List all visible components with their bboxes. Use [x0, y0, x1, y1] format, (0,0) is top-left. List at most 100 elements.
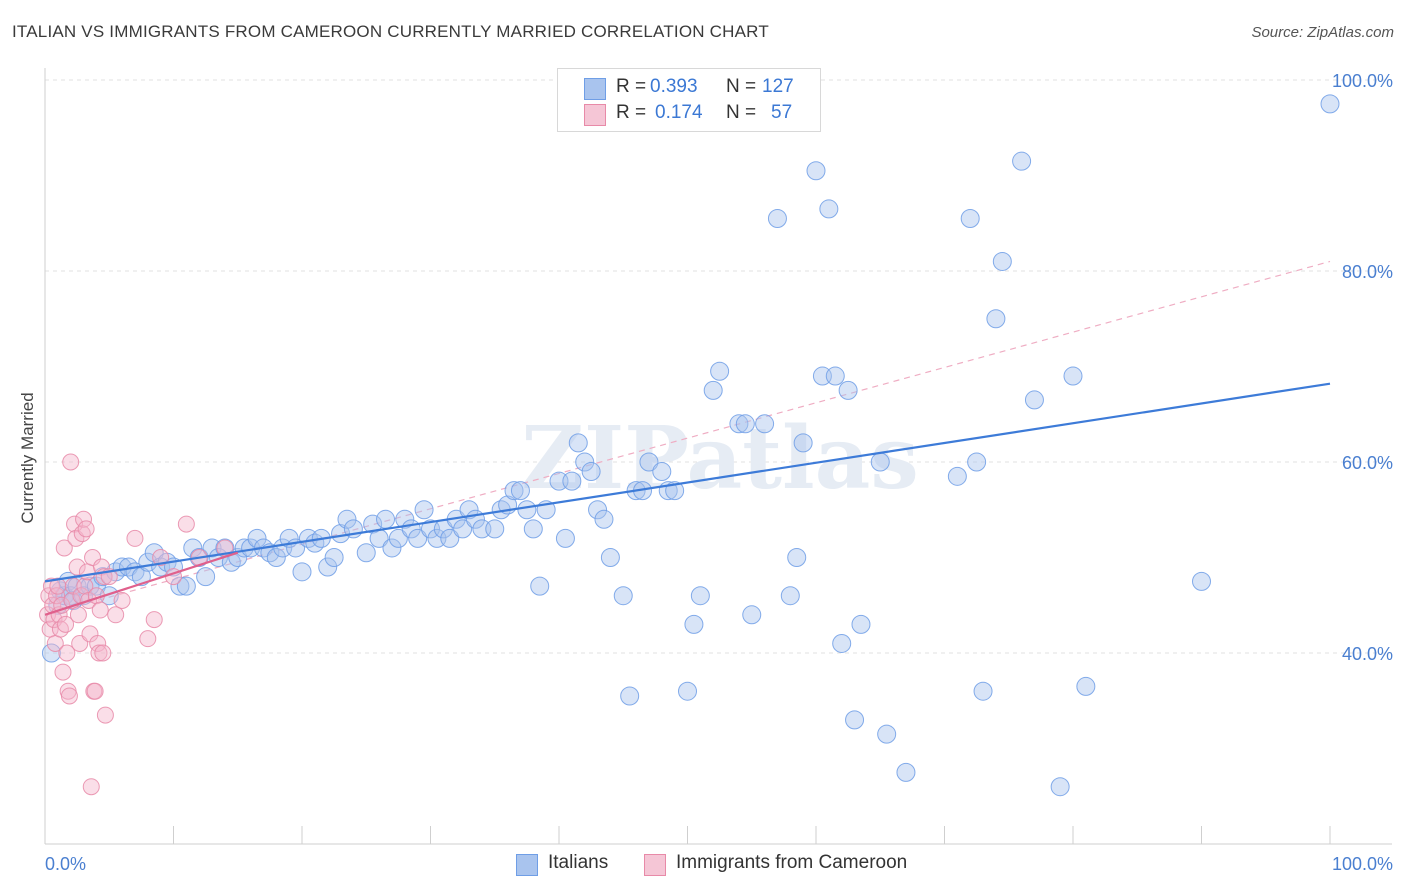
point-italians — [600, 548, 620, 567]
point-italians — [703, 380, 723, 400]
point-italians — [992, 251, 1012, 271]
point-italians — [1050, 777, 1070, 797]
point-italians — [735, 414, 755, 434]
point-italians — [986, 309, 1006, 329]
bottom-legend-swatch-cameroon — [644, 854, 666, 876]
point-italians — [588, 500, 608, 520]
point-cameroon — [58, 644, 76, 662]
point-italians — [176, 576, 196, 596]
point-italians — [639, 452, 659, 472]
point-cameroon — [62, 453, 80, 471]
point-italians — [678, 681, 697, 701]
point-italians — [485, 519, 505, 539]
legend-r-label: R = — [616, 76, 647, 97]
point-italians — [504, 481, 524, 501]
point-italians — [247, 528, 267, 548]
point-italians — [780, 586, 800, 606]
point-cameroon — [49, 577, 67, 595]
legend-swatch-cameroon — [584, 104, 606, 126]
point-cameroon — [152, 549, 170, 566]
point-cameroon — [91, 601, 109, 619]
point-cameroon — [113, 591, 131, 609]
point-italians — [510, 481, 530, 501]
point-italians — [363, 514, 383, 534]
legend-n-value: 127 — [762, 76, 794, 97]
point-italians — [414, 500, 434, 520]
y-tick-label: 40.0% — [1342, 644, 1393, 664]
point-cameroon — [177, 515, 195, 533]
point-italians — [947, 466, 967, 486]
point-italians — [183, 538, 203, 558]
trend-line-cameroon — [44, 551, 239, 616]
point-italians — [41, 643, 61, 663]
point-italians — [1320, 94, 1340, 114]
point-italians — [690, 586, 710, 606]
point-italians — [337, 509, 357, 529]
point-italians — [292, 562, 312, 582]
point-italians — [755, 414, 775, 434]
bottom-legend-swatch-italians — [516, 854, 538, 876]
point-cameroon — [69, 606, 87, 624]
point-italians — [530, 576, 550, 596]
point-italians — [388, 528, 408, 548]
legend-n-label: N = — [726, 102, 757, 123]
point-italians — [825, 366, 845, 386]
watermark: ZIPatlas — [521, 408, 919, 509]
point-italians — [973, 681, 993, 701]
point-cameroon — [84, 549, 102, 566]
point-italians — [960, 208, 980, 228]
point-cameroon — [54, 663, 72, 681]
point-italians — [382, 538, 402, 558]
point-italians — [408, 528, 428, 548]
point-italians — [376, 509, 396, 529]
y-tick-label: 80.0% — [1342, 262, 1393, 282]
point-italians — [767, 208, 787, 228]
point-italians — [832, 633, 852, 653]
point-cameroon — [139, 630, 157, 648]
point-cameroon — [96, 706, 114, 724]
point-cameroon — [86, 682, 104, 700]
point-italians — [684, 614, 704, 634]
point-italians — [555, 528, 575, 548]
point-cameroon — [68, 558, 86, 576]
point-italians — [1076, 676, 1096, 696]
legend-n-value: 57 — [771, 102, 793, 123]
point-cameroon — [94, 644, 112, 662]
point-italians — [324, 548, 344, 567]
legend-r-value: 0.174 — [655, 102, 703, 123]
point-italians — [523, 519, 543, 539]
x-tick-label: 100.0% — [1332, 854, 1393, 874]
point-cameroon — [76, 577, 94, 595]
point-cameroon — [78, 563, 96, 581]
point-italians — [870, 452, 890, 472]
point-cameroon — [90, 644, 108, 662]
legend-r-label: R = — [616, 102, 647, 123]
point-italians — [575, 452, 595, 472]
point-cameroon — [107, 606, 125, 624]
point-italians — [453, 519, 473, 539]
chart-title: ITALIAN VS IMMIGRANTS FROM CAMEROON CURR… — [12, 22, 769, 41]
y-tick-label: 60.0% — [1342, 453, 1393, 473]
point-italians — [613, 586, 633, 606]
point-cameroon — [75, 510, 93, 528]
point-italians — [1192, 571, 1211, 591]
point-italians — [356, 543, 376, 563]
point-italians — [729, 414, 749, 434]
point-italians — [196, 567, 216, 587]
point-cameroon — [77, 520, 95, 538]
point-italians — [395, 509, 415, 529]
bottom-legend-label-italians: Italians — [548, 852, 609, 873]
point-cameroon — [145, 611, 163, 629]
point-italians — [787, 548, 807, 567]
point-cameroon — [42, 577, 60, 595]
point-italians — [742, 605, 762, 625]
point-italians — [838, 380, 858, 400]
point-italians — [877, 724, 897, 744]
point-italians — [581, 462, 601, 482]
point-italians — [562, 471, 582, 491]
point-italians — [517, 500, 537, 520]
point-italians — [851, 614, 871, 634]
point-italians — [266, 548, 286, 567]
point-italians — [652, 462, 672, 482]
